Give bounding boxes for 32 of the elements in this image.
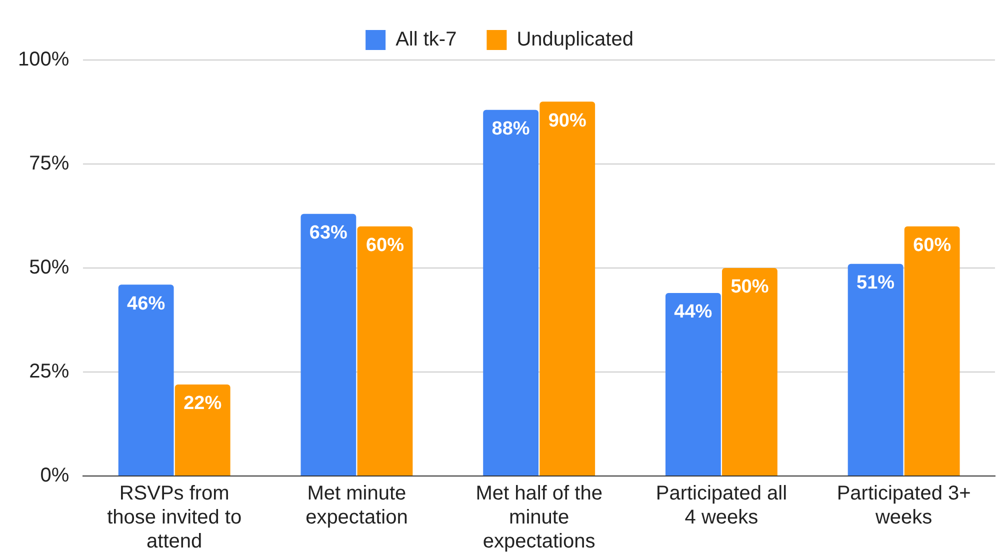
x-tick-label: Met half of the minute expectations (476, 482, 602, 553)
data-label: 90% (548, 110, 586, 132)
data-label: 51% (856, 272, 895, 294)
bar (904, 226, 960, 476)
bar (174, 384, 230, 476)
data-label: 44% (674, 302, 712, 323)
data-label: 60% (913, 235, 952, 256)
data-label: 46% (127, 293, 166, 314)
bar (540, 102, 596, 476)
x-tick-label: Participated 3+ weeks (836, 482, 971, 529)
y-tick-label: 50% (29, 256, 70, 279)
data-label: 88% (492, 118, 530, 140)
x-tick-label: RSVPs from those invited to attend (107, 482, 242, 553)
x-tick-label: Participated all 4 weeks (656, 482, 788, 529)
y-tick-label: 100% (18, 48, 70, 71)
bar (665, 292, 721, 476)
legend-label: All tk-7 (396, 28, 457, 51)
bar (300, 214, 356, 476)
data-label: 50% (730, 276, 769, 298)
y-tick-label: 75% (29, 152, 70, 175)
legend-label: Unduplicated (516, 28, 634, 51)
bar (357, 226, 413, 476)
data-label: 60% (366, 235, 404, 256)
data-label: 63% (309, 222, 348, 244)
y-tick-label: 0% (40, 464, 70, 487)
bar (483, 110, 539, 476)
bar (848, 264, 904, 476)
bar (722, 268, 778, 476)
bar (118, 284, 174, 476)
data-label: 22% (184, 393, 222, 414)
x-tick-label: Met minute expectation (306, 482, 408, 529)
y-tick-label: 25% (29, 360, 70, 383)
